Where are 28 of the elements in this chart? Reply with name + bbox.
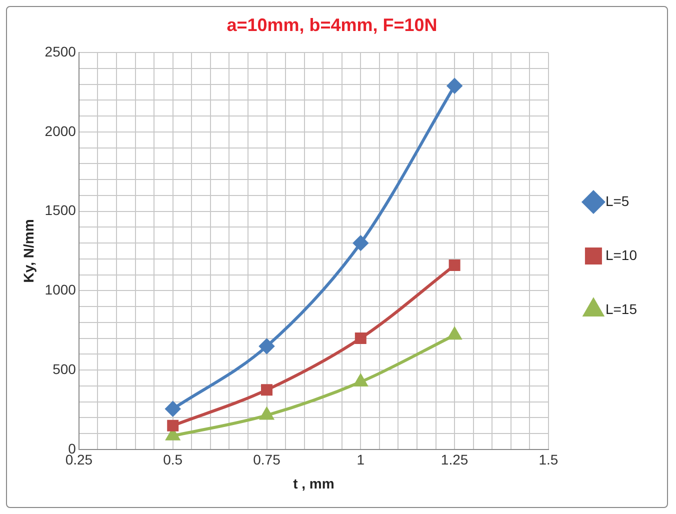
point xyxy=(447,78,462,94)
point xyxy=(354,374,368,386)
x-axis-title: t , mm xyxy=(293,475,334,492)
point xyxy=(448,260,460,272)
y-tick-label: 2000 xyxy=(44,122,76,139)
point xyxy=(259,338,274,354)
y-axis-title: Ky, N/mm xyxy=(20,219,36,283)
y-tick-label: 0 xyxy=(68,440,76,456)
x-tick-label: 1 xyxy=(356,452,365,468)
point xyxy=(167,420,179,432)
y-tick-label: 2500 xyxy=(44,43,76,60)
legend-label: L=15 xyxy=(605,300,638,317)
point xyxy=(260,408,274,420)
x-tick-label: 0.5 xyxy=(163,452,183,468)
y-tick-label: 1000 xyxy=(44,282,76,298)
x-tick-label: 1.25 xyxy=(440,452,468,468)
point xyxy=(354,332,366,344)
point xyxy=(165,401,180,416)
y-tick-label: 500 xyxy=(52,360,76,377)
x-tick-label: 0.75 xyxy=(253,452,281,468)
point xyxy=(261,384,272,396)
x-tick-label: 1.5 xyxy=(538,452,558,468)
legend-label: L=10 xyxy=(605,246,638,263)
point xyxy=(448,328,462,340)
y-tick-label: 1500 xyxy=(44,202,76,218)
chart-title: a=10mm, b=4mm, F=10N xyxy=(226,14,438,35)
legend-label: L=5 xyxy=(605,192,630,209)
point xyxy=(353,236,368,251)
